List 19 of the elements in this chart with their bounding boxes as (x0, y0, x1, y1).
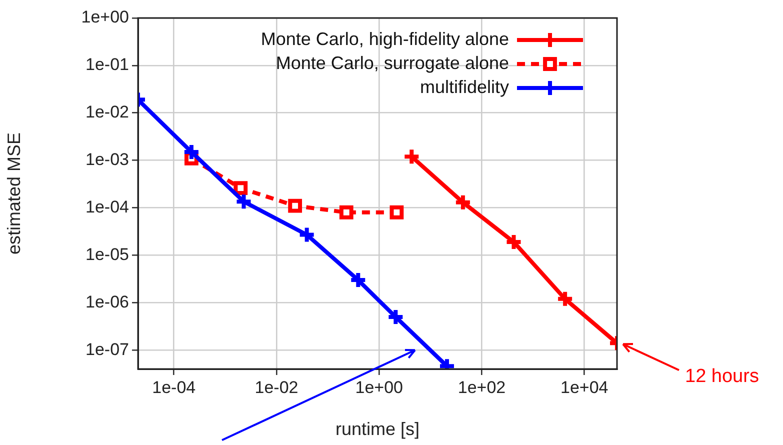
text: 12 hours (685, 366, 759, 388)
x-tick-label: 1e-04 (152, 378, 196, 397)
legend-label: Monte Carlo, surrogate alone (276, 52, 509, 73)
legend-label: multifidelity (420, 76, 509, 97)
y-tick-label: 1e-06 (86, 292, 129, 312)
y-tick-label: 1e-01 (86, 55, 129, 74)
x-tick-label: 1e+00 (355, 378, 404, 397)
x-tick-label: 1e+02 (458, 378, 506, 397)
y-axis-title: estimated MSE (4, 132, 24, 255)
y-tick-label: 1e-04 (86, 197, 129, 216)
y-tick-label: 1e-02 (86, 102, 129, 122)
y-tick-label: 1e+00 (81, 8, 129, 27)
y-tick-label: 1e-03 (86, 150, 129, 170)
x-tick-label: 1e+04 (560, 378, 608, 397)
legend-label: Monte Carlo, high-fidelity alone (260, 28, 509, 49)
x-axis-title: runtime [s] (335, 419, 420, 440)
y-tick-label: 1e-05 (86, 244, 129, 264)
y-tick-label: 1e-07 (86, 340, 129, 359)
x-tick-label: 1e-02 (254, 378, 298, 397)
